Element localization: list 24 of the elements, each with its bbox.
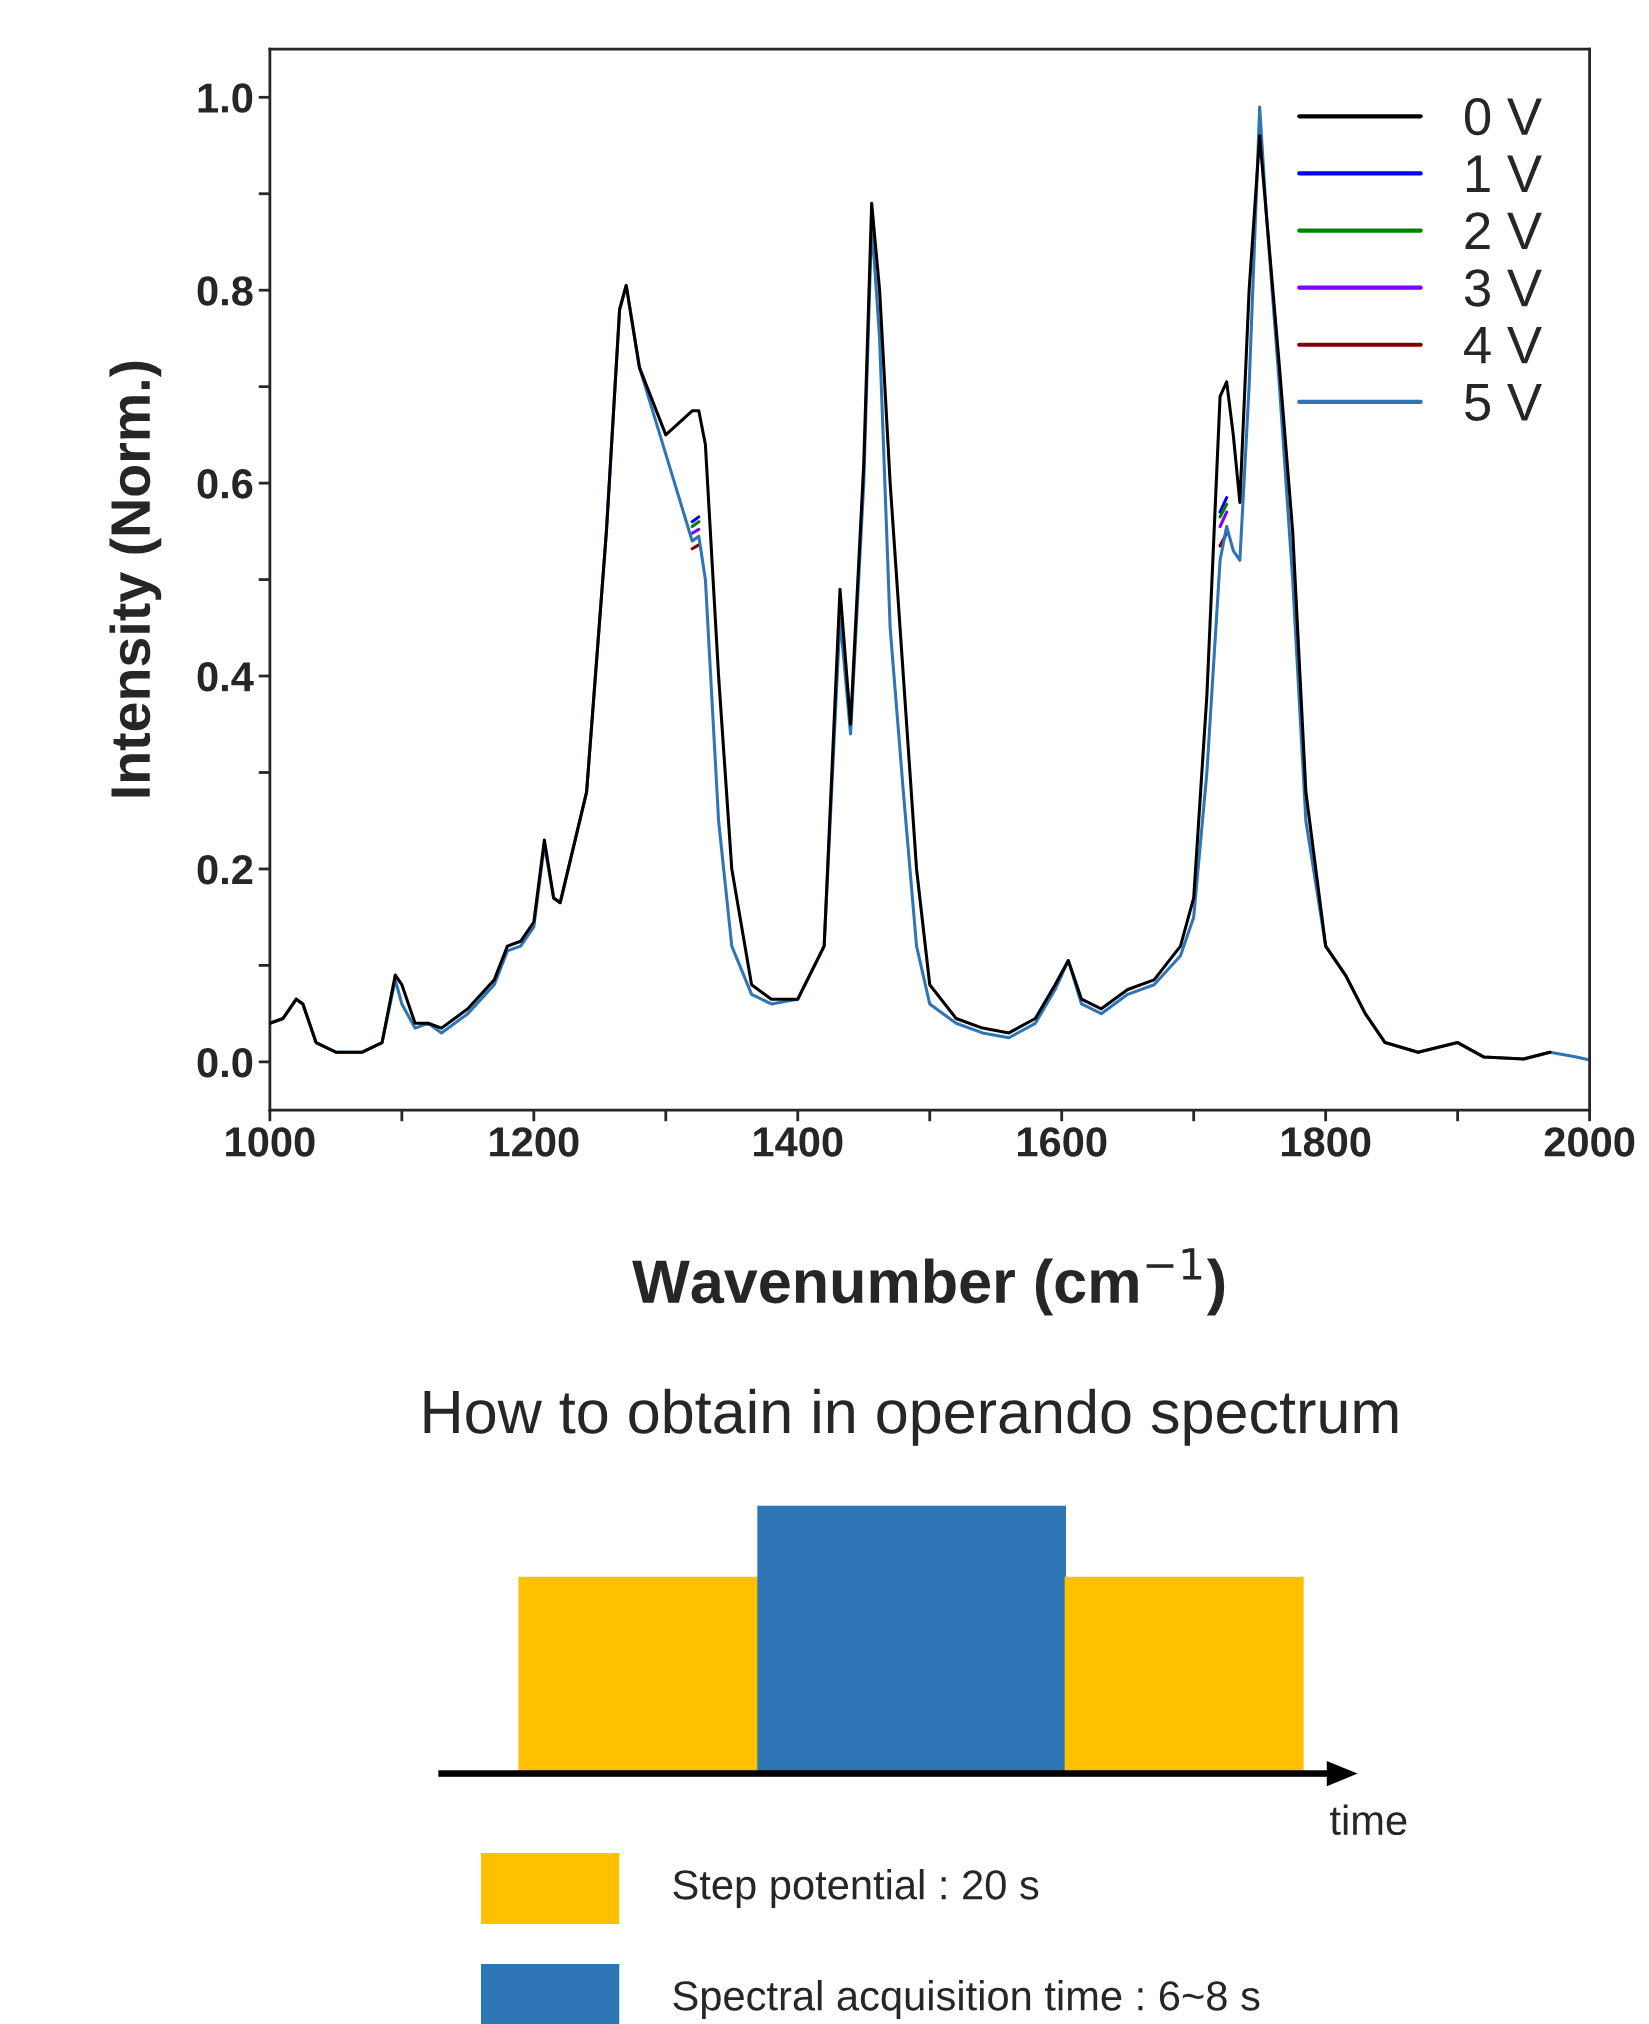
text: Spectral acquisition time : 6~8 s: [673, 1980, 1260, 2019]
y-axis-title: Intensity (Norm.): [109, 361, 162, 797]
x-tick-label: 1600: [1018, 1127, 1107, 1157]
y-tick-label: 1.0: [198, 83, 253, 113]
text: time: [1330, 1804, 1407, 1836]
legend-label: 4 V: [1464, 326, 1542, 364]
x-tick-label: 1800: [1281, 1127, 1371, 1157]
legend-label: 2 V: [1465, 212, 1542, 250]
x-tick-label: 1400: [754, 1127, 843, 1157]
y-tick-label: 0.4: [197, 662, 254, 692]
y-tick-label: 0.6: [197, 469, 253, 499]
text: Step potential : 20 s: [673, 1869, 1039, 1908]
x-tick-label: 1200: [490, 1127, 579, 1157]
x-tick-label: 1000: [226, 1127, 315, 1157]
text: How to obtain in operando spectrum: [424, 1388, 1398, 1446]
legend-label: 5 V: [1464, 384, 1542, 421]
y-tick-label: 0.0: [197, 1047, 253, 1078]
x-tick-label: 2000: [1544, 1127, 1635, 1157]
legend-label: 3 V: [1464, 269, 1542, 307]
y-tick-label: 0.2: [197, 854, 253, 885]
legend-label: 0 V: [1464, 97, 1542, 136]
y-tick-label: 0.8: [197, 276, 253, 306]
x-axis-title: Wavenumber (cm$^{−1}$): [632, 1248, 1225, 1316]
legend-label: 1 V: [1466, 155, 1542, 192]
